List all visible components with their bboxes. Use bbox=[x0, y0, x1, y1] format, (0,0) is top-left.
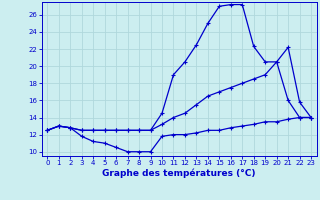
X-axis label: Graphe des températures (°C): Graphe des températures (°C) bbox=[102, 169, 256, 178]
